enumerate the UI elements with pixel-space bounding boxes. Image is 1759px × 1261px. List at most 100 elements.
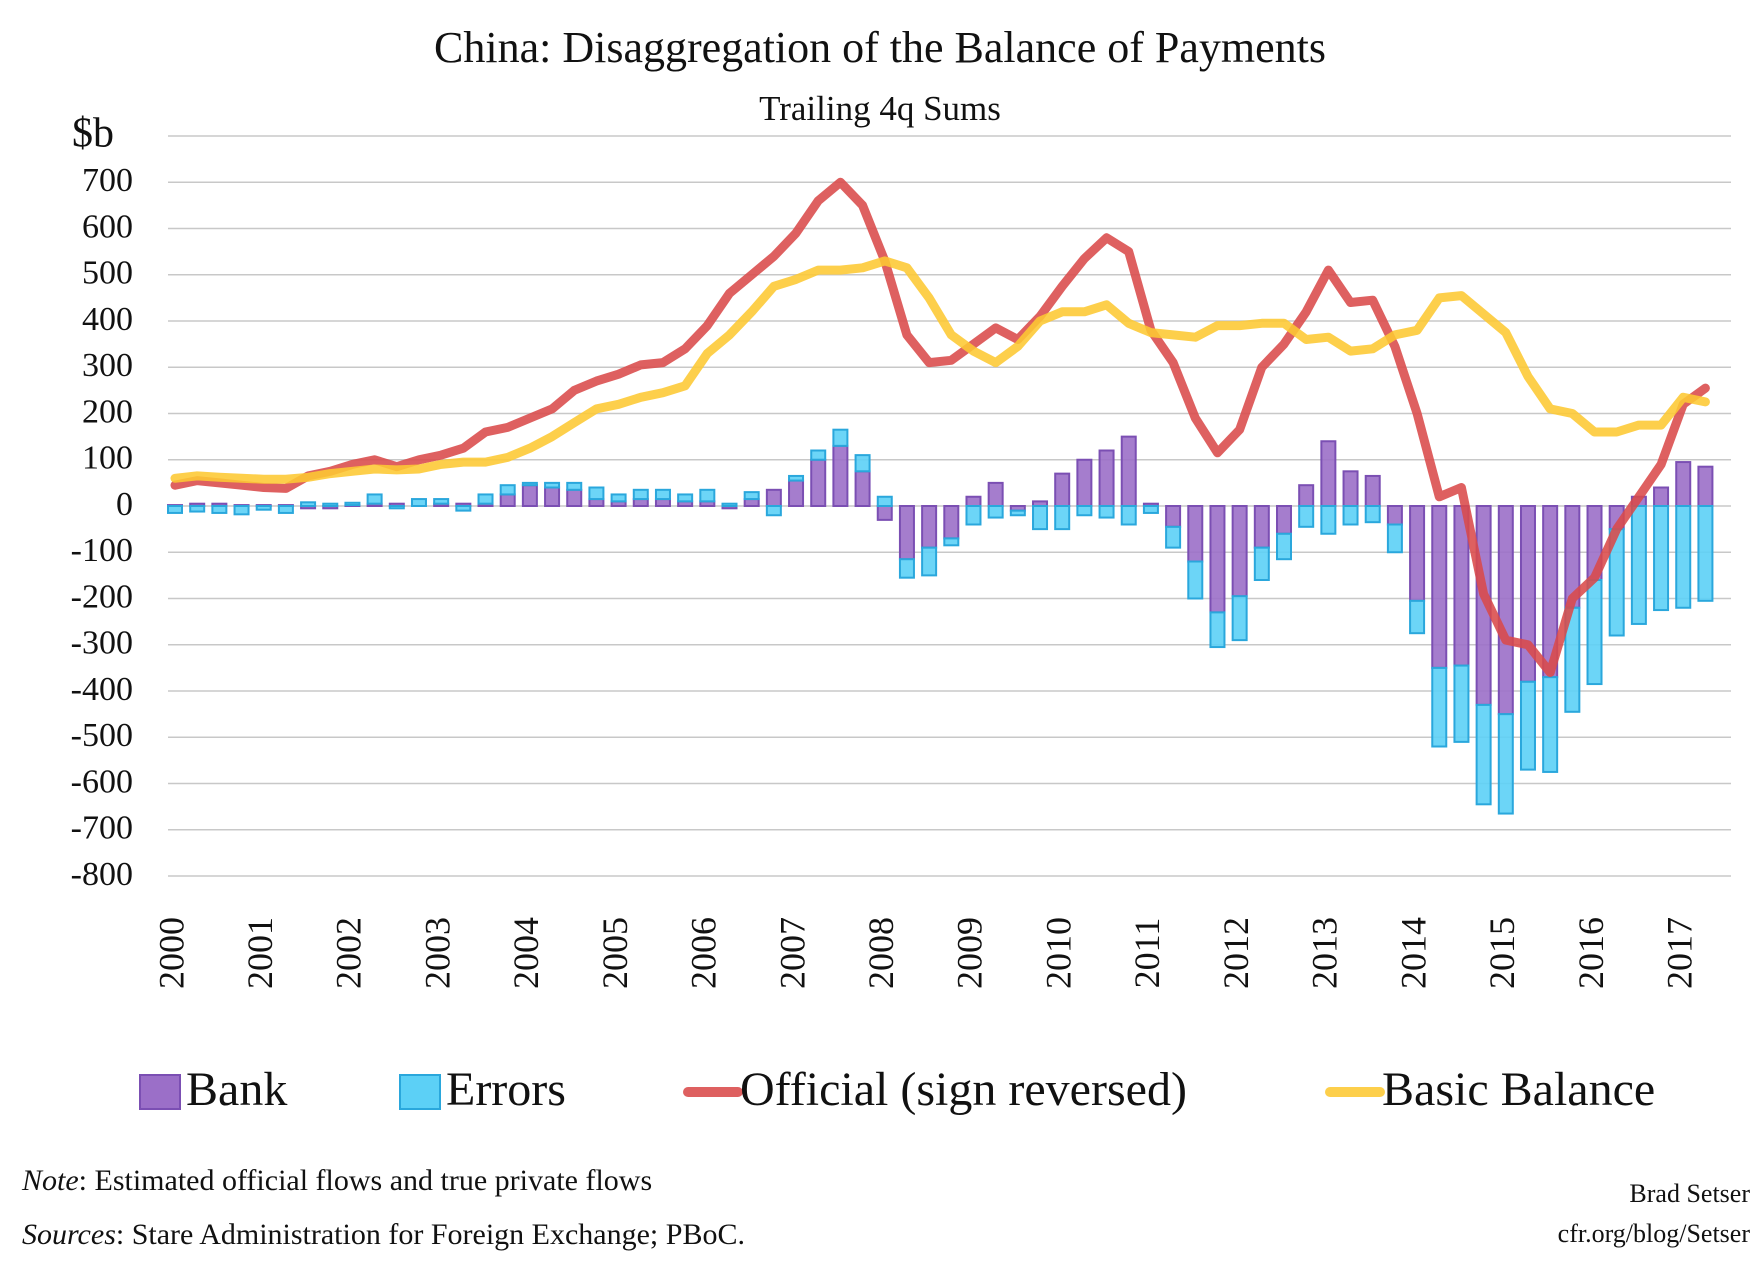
bar [1098,449,1115,507]
x-tick-label: 2007 [772,917,812,989]
x-tick-label: 2001 [240,917,280,989]
bar [1497,505,1514,716]
bar [1431,666,1448,748]
bar [455,505,472,512]
bar [1409,505,1426,602]
bar [1054,472,1071,507]
x-tick-label: 2004 [506,917,546,989]
bar [521,481,538,487]
bar [876,495,893,507]
y-tick-label: 600 [82,208,133,245]
bar [1386,523,1403,554]
bar [211,505,228,514]
bar [433,498,450,505]
y-tick-label: $b [72,111,114,157]
bar [876,505,893,521]
plot-area: -800-700-600-500-400-300-200-10001002003… [71,111,1731,989]
bar [1298,484,1315,507]
bar [1320,440,1337,507]
bar [167,505,183,514]
x-tick-label: 2017 [1660,917,1700,989]
legend-label: Errors [446,1063,566,1116]
bar [810,449,827,461]
y-tick-label: -200 [71,578,133,615]
bar [1342,505,1359,526]
bar [1231,505,1248,598]
y-tick-label: -400 [71,671,133,708]
bar [499,484,516,496]
bar [233,505,250,516]
bar [366,493,383,505]
bar [1209,505,1226,614]
bar [1253,546,1270,581]
sources-text: : Stare Administration for Foreign Excha… [116,1218,745,1251]
bar [943,537,960,547]
bar [1276,505,1292,535]
bar [699,488,716,503]
x-tick-label: 2015 [1482,917,1522,989]
y-tick-label: 700 [82,162,133,199]
bar [499,493,516,507]
bar [189,505,206,513]
credit: Brad Setser [1629,1179,1750,1208]
bar [921,505,938,549]
bar [1187,560,1204,600]
bar [566,481,583,491]
bar [1653,505,1670,612]
bar [721,502,738,507]
bar [854,454,871,473]
bar [388,505,405,510]
bar [921,546,938,577]
bar [322,502,339,507]
y-tick-label: -700 [71,810,133,847]
note: Note: Estimated official flows and true … [21,1164,652,1197]
x-tick-label: 2014 [1393,917,1433,989]
bar [965,505,982,526]
legend-swatch [139,1074,181,1110]
line [170,256,1710,484]
bar [832,444,849,507]
bar [277,505,294,514]
sources-label: Sources [22,1218,116,1251]
bar [677,493,694,503]
chart-subtitle: Trailing 4q Sums [759,89,1001,128]
y-tick-label: -500 [71,717,133,754]
bar [1586,579,1603,686]
y-tick-label: 300 [82,347,133,384]
bar [654,498,671,507]
y-tick-label: 100 [82,440,133,477]
bar [1142,505,1159,514]
bar [1675,505,1692,609]
bar [1675,461,1692,507]
bar [1431,505,1448,669]
y-tick-label: -600 [71,763,133,800]
bar [810,458,827,507]
bar [1320,505,1337,535]
note-text: : Estimated official flows and true priv… [79,1164,652,1197]
bar [965,495,982,507]
bar [566,488,583,507]
bar [765,488,782,507]
x-tick-label: 2005 [595,917,635,989]
bar [632,488,649,501]
bar [1165,525,1182,549]
bar [477,493,494,505]
bar [1342,470,1359,507]
bar [1364,474,1381,507]
x-tick-label: 2016 [1571,917,1611,989]
bar [1209,611,1226,649]
bar [588,498,605,507]
x-tick-label: 2008 [861,917,901,989]
bar [1098,505,1115,519]
bar [410,498,427,507]
bar [1630,505,1647,625]
bar [854,470,871,507]
bar [1453,664,1470,743]
legend-label: Official (sign reversed) [740,1063,1187,1116]
bar [743,498,760,507]
bar [1120,505,1137,526]
y-tick-label: 500 [82,255,133,292]
bar [1054,505,1071,531]
bar [788,474,805,482]
